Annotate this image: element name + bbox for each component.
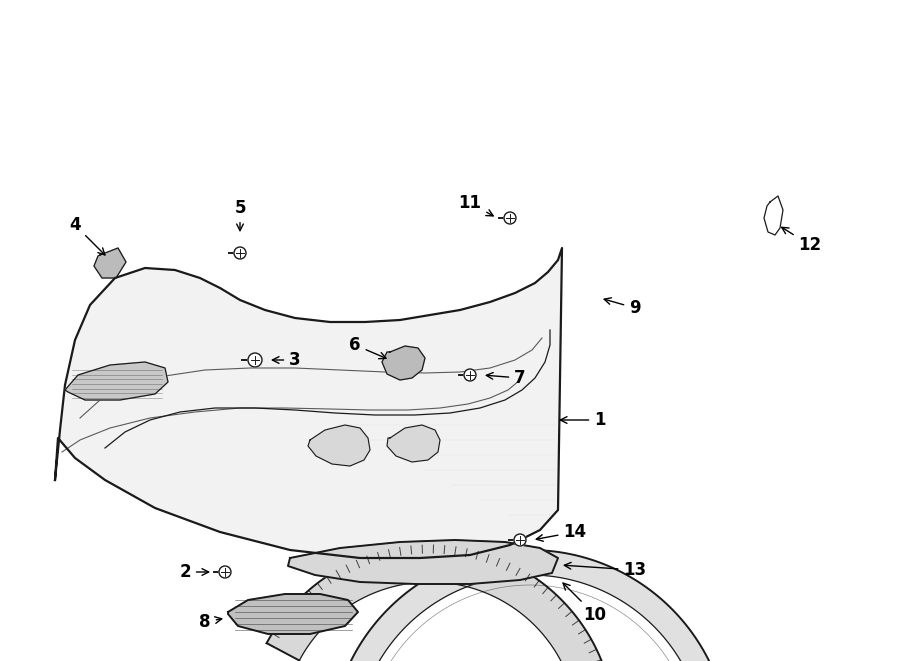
Text: 14: 14 xyxy=(536,523,587,541)
Text: 5: 5 xyxy=(234,199,246,231)
Circle shape xyxy=(504,212,516,224)
Text: 13: 13 xyxy=(564,561,646,579)
Circle shape xyxy=(464,369,476,381)
Polygon shape xyxy=(94,248,126,278)
Polygon shape xyxy=(65,362,168,400)
Polygon shape xyxy=(382,346,425,380)
Polygon shape xyxy=(348,550,711,661)
Polygon shape xyxy=(288,540,558,584)
Text: 8: 8 xyxy=(199,613,221,631)
Polygon shape xyxy=(266,545,610,661)
Polygon shape xyxy=(308,425,370,466)
Polygon shape xyxy=(55,248,562,558)
Text: 9: 9 xyxy=(604,298,641,317)
Text: 11: 11 xyxy=(458,194,493,216)
Text: 3: 3 xyxy=(273,351,301,369)
Circle shape xyxy=(514,534,526,546)
Text: 6: 6 xyxy=(349,336,386,359)
Text: 12: 12 xyxy=(782,227,822,254)
Text: 2: 2 xyxy=(179,563,209,581)
Text: 1: 1 xyxy=(561,411,606,429)
Text: 4: 4 xyxy=(69,216,105,255)
Circle shape xyxy=(248,353,262,367)
Polygon shape xyxy=(228,594,358,634)
Circle shape xyxy=(234,247,246,259)
Polygon shape xyxy=(387,425,440,462)
Text: 10: 10 xyxy=(563,583,607,624)
Circle shape xyxy=(219,566,231,578)
Text: 7: 7 xyxy=(486,369,526,387)
